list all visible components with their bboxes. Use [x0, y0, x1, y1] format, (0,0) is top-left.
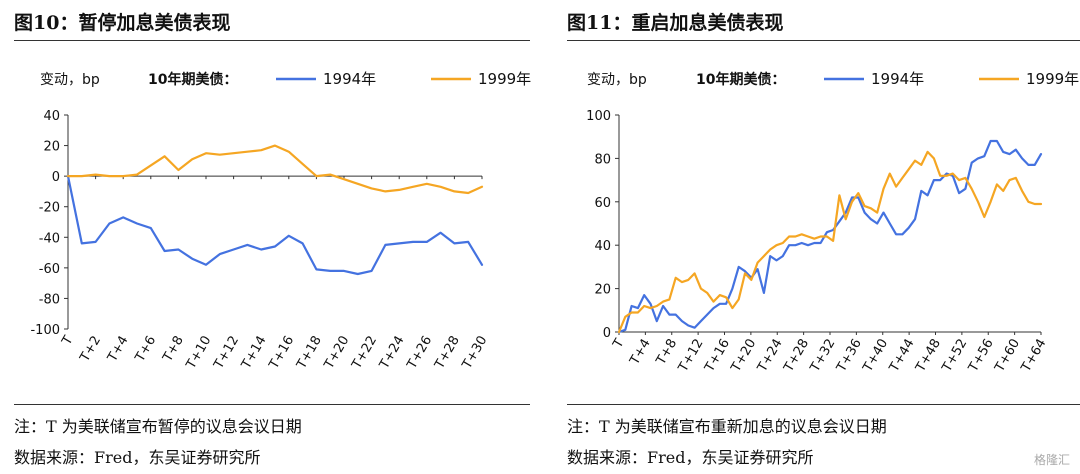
- y-tick-label: -100: [30, 323, 60, 338]
- x-tick-label: T+44: [886, 337, 917, 376]
- x-tick-label: T+4: [627, 337, 654, 369]
- x-tick-label: T+40: [860, 337, 891, 376]
- right-title-rule: [567, 40, 1080, 41]
- legend-title: 10年期美债：: [696, 71, 785, 88]
- y-tick-label: 40: [43, 109, 60, 124]
- x-tick-label: T+16: [702, 337, 733, 376]
- series-line-1999年: [617, 150, 1043, 334]
- y-tick-label: -20: [39, 201, 60, 216]
- y-axis-label: 变动，bp: [587, 72, 647, 88]
- y-tick-label: 0: [52, 170, 60, 185]
- x-tick-label: T+28: [781, 337, 812, 376]
- y-tick-label: 20: [43, 140, 60, 155]
- right-note-rule: [567, 404, 1080, 405]
- x-tick-label: T: [59, 333, 76, 348]
- x-tick-label: T+6: [132, 334, 159, 366]
- x-tick-label: T+22: [349, 334, 380, 373]
- legend-label: 1999年: [1026, 70, 1079, 88]
- legend-label: 1999年: [478, 70, 531, 88]
- x-tick-label: T+64: [1018, 337, 1049, 376]
- y-tick-label: 20: [594, 283, 611, 298]
- x-tick-label: T+14: [238, 334, 269, 373]
- x-tick-label: T+56: [966, 337, 997, 376]
- y-tick-label: 40: [594, 239, 611, 254]
- x-tick-label: T+32: [807, 337, 838, 376]
- watermark-logo: 格隆汇: [1033, 453, 1070, 467]
- right-figure-panel: 图11：重启加息美债表现 变动，bp 10年期美债： 1994年 1999年 0 20 40…: [553, 0, 1080, 474]
- series-line-1999年: [66, 144, 484, 195]
- x-tick-label: T+28: [432, 334, 463, 373]
- x-tick-label: T+24: [755, 337, 786, 376]
- x-tick-label: T+12: [675, 337, 706, 376]
- legend-title: 10年期美债：: [148, 71, 237, 88]
- y-tick-label: -40: [39, 231, 60, 246]
- x-tick-label: T+24: [376, 334, 407, 373]
- left-figure-note: 注：T 为美联储宣布暂停的议息会议日期: [14, 417, 302, 436]
- x-tick-label: T+36: [834, 337, 865, 376]
- legend-label: 1994年: [871, 70, 924, 88]
- left-figure-panel: 图10：暂停加息美债表现 变动，bp 10年期美债： 1994年 1999年 -100 -…: [0, 0, 531, 474]
- series-line-1994年: [66, 175, 484, 276]
- left-title-rule: [14, 40, 530, 41]
- x-tick-label: T+4: [105, 334, 132, 366]
- left-note-rule: [14, 404, 530, 405]
- x-tick-label: T+60: [992, 337, 1023, 376]
- x-tick-label: T+20: [728, 337, 759, 376]
- x-tick-label: T: [610, 336, 627, 351]
- x-tick-label: T+2: [77, 334, 104, 366]
- x-tick-label: T+12: [211, 334, 242, 373]
- y-tick-label: 80: [594, 152, 611, 167]
- right-figure-source: 数据来源：Fred，东吴证券研究所: [567, 448, 814, 467]
- legend-label: 1994年: [323, 70, 376, 88]
- x-tick-label: T+30: [459, 334, 490, 373]
- x-tick-label: T+18: [294, 334, 325, 373]
- right-figure-title: 图11：重启加息美债表现: [567, 12, 784, 34]
- y-axis-label: 变动，bp: [40, 72, 100, 88]
- y-tick-label: -80: [39, 292, 60, 307]
- x-tick-label: T+20: [321, 334, 352, 373]
- y-tick-label: 0: [603, 326, 611, 341]
- left-figure-title: 图10：暂停加息美债表现: [14, 12, 231, 34]
- y-tick-label: -60: [39, 262, 60, 277]
- x-tick-label: T+48: [913, 337, 944, 376]
- x-tick-label: T+10: [183, 334, 214, 373]
- left-line-chart: 变动，bp 10年期美债： 1994年 1999年 -100 -80 -60 -40 -20 0 2…: [30, 70, 531, 373]
- y-tick-label: 100: [586, 109, 611, 124]
- right-figure-note: 注：T 为美联储宣布重新加息的议息会议日期: [567, 417, 887, 436]
- x-tick-label: T+16: [266, 334, 297, 373]
- series-line-1994年: [617, 139, 1043, 334]
- x-tick-label: T+52: [939, 337, 970, 376]
- left-figure-source: 数据来源：Fred，东吴证券研究所: [14, 448, 261, 467]
- x-tick-label: T+8: [160, 334, 187, 366]
- x-tick-label: T+26: [404, 334, 435, 373]
- x-tick-label: T+8: [653, 337, 680, 369]
- y-tick-label: 60: [594, 196, 611, 211]
